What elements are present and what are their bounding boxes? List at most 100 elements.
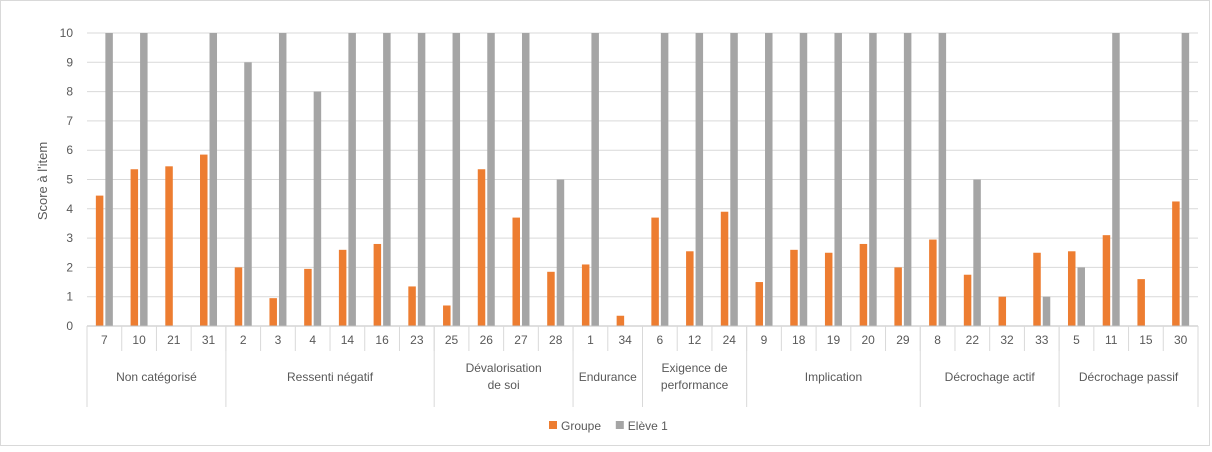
x-tick-label: 21	[167, 333, 181, 347]
x-tick-label: 24	[723, 333, 737, 347]
x-tick-label: 12	[688, 333, 702, 347]
bar-eleve1-14	[348, 33, 356, 326]
bar-eleve1-27	[521, 33, 530, 326]
bar-eleve1-33	[1042, 296, 1051, 326]
bar-groupe-15	[1137, 279, 1145, 326]
x-tick-label: 27	[514, 333, 528, 347]
x-tick-label: 7	[101, 333, 108, 347]
bar-eleve1-23	[417, 33, 426, 326]
bar-eleve1-28	[556, 179, 565, 326]
bar-groupe-5	[1067, 251, 1076, 326]
x-tick-label: 19	[827, 333, 841, 347]
x-tick-label: 9	[761, 333, 768, 347]
group-label: performance	[661, 378, 729, 392]
bar-groupe-11	[1102, 235, 1111, 326]
bar-groupe-29	[894, 267, 902, 326]
bar-groupe-10	[130, 169, 139, 326]
bar-groupe-1	[581, 264, 590, 326]
x-tick-label: 5	[1073, 333, 1080, 347]
bar-groupe-4	[304, 268, 312, 326]
bar-eleve1-30	[1181, 33, 1190, 326]
bar-eleve1-1	[591, 33, 599, 326]
group-label: Ressenti négatif	[287, 370, 374, 384]
group-label: Implication	[805, 370, 862, 384]
x-tick-label: 3	[275, 333, 282, 347]
bar-eleve1-22	[973, 179, 981, 326]
bar-groupe-32	[998, 296, 1007, 326]
y-tick-label: 3	[66, 231, 73, 245]
bar-groupe-27	[512, 217, 520, 326]
x-tick-label: 11	[1105, 333, 1118, 347]
y-tick-label: 0	[66, 319, 73, 333]
x-tick-label: 34	[618, 333, 632, 347]
bar-groupe-2	[234, 267, 243, 326]
bar-eleve1-5	[1077, 267, 1085, 326]
bar-groupe-31	[200, 154, 208, 326]
bar-eleve1-20	[869, 33, 877, 326]
bar-eleve1-26	[487, 33, 495, 326]
x-tick-label: 29	[896, 333, 910, 347]
x-tick-label: 26	[480, 333, 494, 347]
y-axis-title: Score à l'item	[35, 142, 50, 220]
bar-eleve1-2	[244, 62, 252, 327]
bar-groupe-20	[859, 243, 868, 326]
x-tick-label: 6	[657, 333, 664, 347]
bar-groupe-25	[443, 305, 451, 326]
bar-groupe-7	[95, 195, 104, 326]
bar-eleve1-31	[209, 33, 218, 326]
group-label: Décrochage actif	[945, 370, 1036, 384]
bar-groupe-12	[686, 251, 694, 326]
y-tick-label: 1	[66, 290, 73, 304]
legend-swatch-eleve1	[615, 421, 624, 429]
bar-eleve1-19	[834, 33, 842, 326]
bar-groupe-28	[547, 271, 555, 326]
x-tick-label: 30	[1174, 333, 1188, 347]
x-tick-label: 8	[934, 333, 941, 347]
x-tick-label: 14	[341, 333, 355, 347]
y-tick-label: 7	[66, 114, 73, 128]
bar-groupe-21	[165, 166, 173, 326]
bar-groupe-3	[269, 298, 277, 326]
bar-eleve1-3	[278, 33, 287, 326]
bar-eleve1-25	[452, 33, 461, 326]
bar-groupe-8	[929, 239, 937, 326]
x-tick-label: 20	[861, 333, 875, 347]
bar-groupe-14	[338, 249, 347, 326]
bar-eleve1-4	[313, 91, 322, 326]
legend-label: Groupe	[561, 419, 601, 433]
y-tick-label: 8	[66, 85, 73, 99]
y-tick-label: 9	[66, 55, 73, 69]
group-label: Dévalorisation	[466, 361, 542, 375]
group-label: Endurance	[579, 370, 637, 384]
bar-eleve1-24	[730, 33, 738, 326]
bar-groupe-34	[616, 315, 625, 326]
bar-groupe-26	[477, 169, 486, 326]
bar-groupe-16	[373, 243, 382, 326]
bar-groupe-19	[824, 252, 833, 326]
x-tick-label: 25	[445, 333, 459, 347]
group-label: Exigence de	[662, 361, 728, 375]
bar-eleve1-6	[660, 33, 669, 326]
bar-eleve1-10	[140, 33, 148, 326]
bar-groupe-6	[651, 217, 659, 326]
x-tick-label: 23	[410, 333, 424, 347]
bar-eleve1-8	[938, 33, 947, 326]
x-tick-label: 28	[549, 333, 563, 347]
bar-eleve1-18	[799, 33, 808, 326]
group-label: Non catégorisé	[116, 370, 197, 384]
x-tick-label: 22	[966, 333, 980, 347]
bar-groupe-18	[790, 249, 798, 326]
x-tick-label: 33	[1035, 333, 1049, 347]
x-tick-label: 18	[792, 333, 806, 347]
y-tick-label: 2	[66, 260, 73, 274]
legend-label: Elève 1	[628, 419, 668, 433]
x-tick-label: 32	[1000, 333, 1014, 347]
bar-groupe-24	[720, 211, 729, 326]
group-label: Décrochage passif	[1079, 370, 1179, 384]
bars	[95, 33, 1190, 327]
bar-groupe-23	[408, 286, 416, 326]
x-tick-label: 10	[132, 333, 146, 347]
bar-eleve1-7	[105, 33, 113, 326]
